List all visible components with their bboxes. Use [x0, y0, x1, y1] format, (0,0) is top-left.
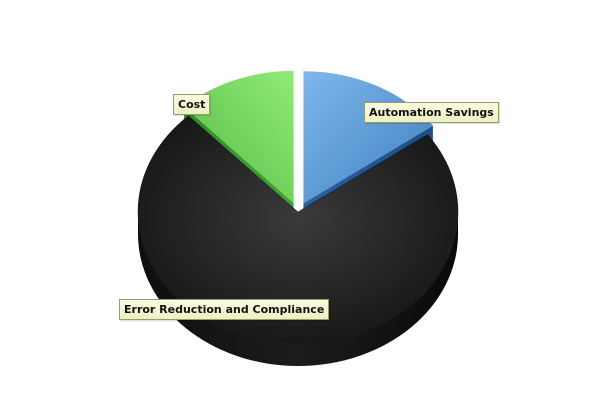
slice-label-error-reduction: Error Reduction and Compliance	[119, 299, 330, 320]
slice-label-cost: Cost	[173, 94, 211, 115]
slice-label-automation-savings: Automation Savings	[364, 102, 499, 123]
pie-slice-side-error-reduction	[138, 212, 458, 366]
pie-slice-error-reduction	[137, 115, 459, 345]
pie-slice-cost	[184, 70, 294, 203]
